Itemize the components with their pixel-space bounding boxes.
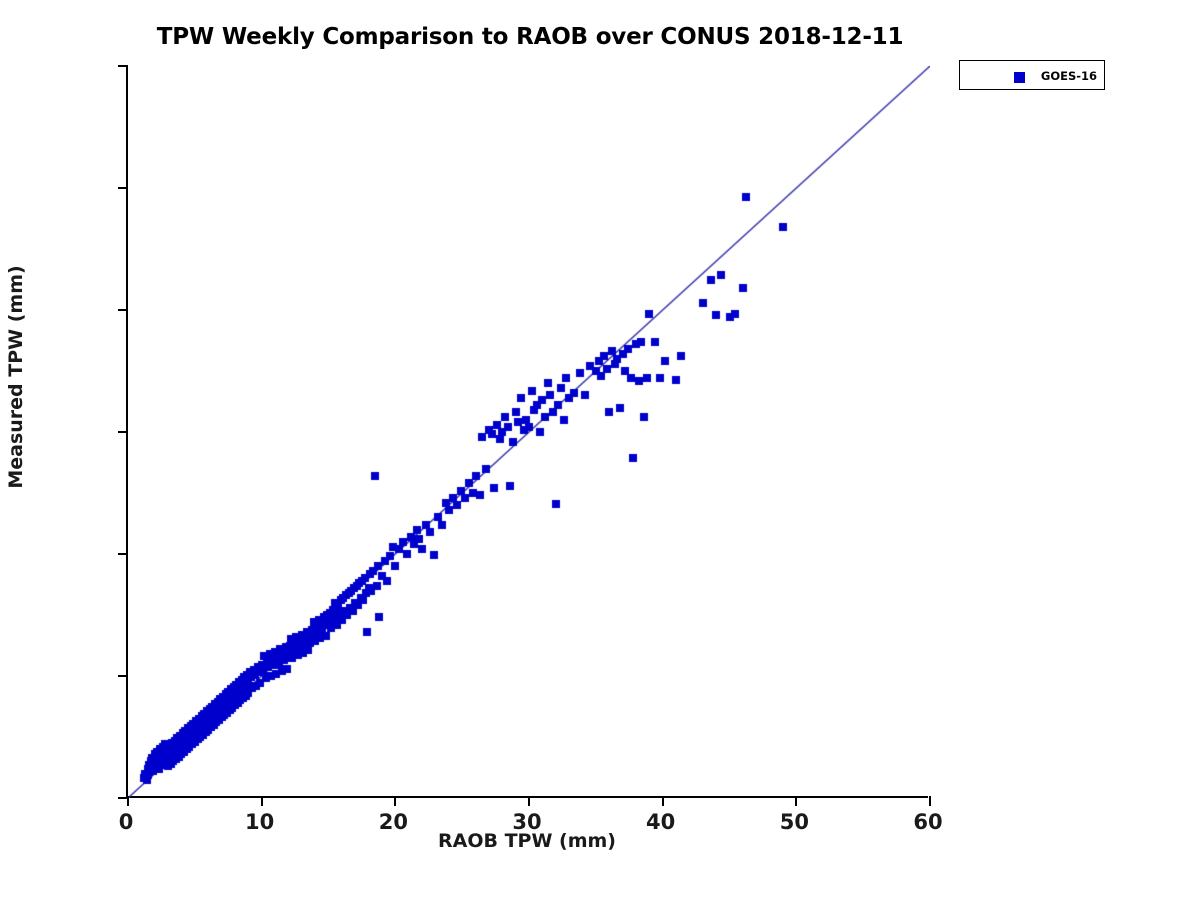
- y-tick-0: [118, 797, 128, 799]
- legend-label-goes-16: GOES-16: [1040, 69, 1098, 83]
- chart-title: TPW Weekly Comparison to RAOB over CONUS…: [156, 24, 904, 50]
- x-tick-0: [127, 796, 129, 806]
- x-tick-50: [795, 796, 798, 806]
- y-tick-50: [118, 187, 128, 189]
- x-axis-label: RAOB TPW (mm): [437, 830, 616, 852]
- x-tick-30: [528, 796, 530, 806]
- y-tick-10: [118, 675, 128, 677]
- y-axis-label: Measured TPW (mm): [5, 265, 27, 489]
- legend-marker-goes-16: [1014, 72, 1025, 83]
- x-tick-label-10: 10: [245, 810, 275, 834]
- x-tick-20: [394, 796, 397, 806]
- x-tick-label-60: 60: [913, 810, 943, 834]
- y-tick-20: [118, 553, 128, 555]
- y-tick-40: [118, 309, 128, 311]
- x-tick-10: [260, 796, 263, 806]
- x-tick-60: [929, 796, 931, 806]
- scatter-canvas: [128, 66, 930, 798]
- x-tick-label-30: 30: [512, 810, 542, 834]
- x-tick-label-0: 0: [118, 810, 134, 834]
- x-tick-label-40: 40: [646, 810, 676, 834]
- plot-area: [118, 65, 931, 806]
- x-tick-40: [661, 796, 664, 806]
- y-tick-60: [118, 65, 128, 67]
- legend: GOES-16: [959, 60, 1105, 90]
- x-tick-label-50: 50: [779, 810, 809, 834]
- y-tick-30: [118, 431, 128, 433]
- x-tick-label-20: 20: [378, 810, 408, 834]
